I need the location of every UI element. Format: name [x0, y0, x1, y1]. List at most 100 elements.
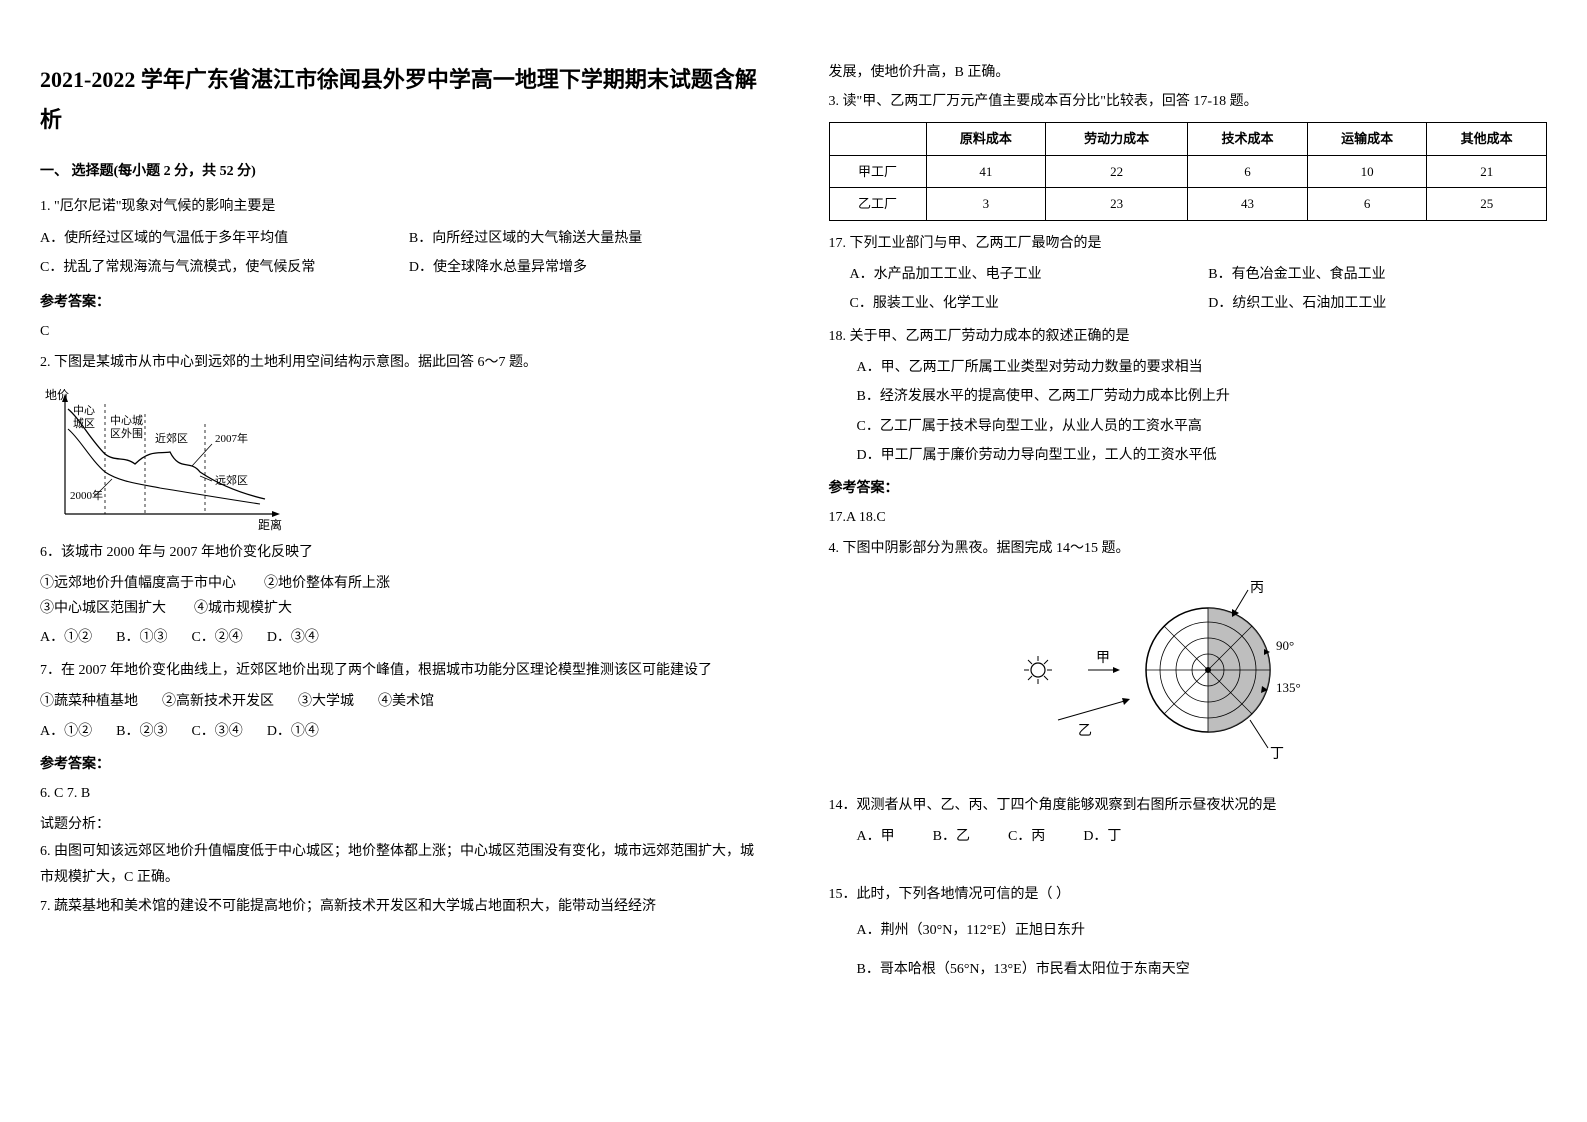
label-yi: 乙: [1078, 723, 1092, 739]
cell: 甲工厂: [829, 155, 926, 187]
q6-s3: ③中心城区范围扩大: [40, 601, 166, 616]
svg-text:中心城: 中心城: [110, 414, 143, 427]
q14-opt-d: D．丁: [1083, 824, 1121, 849]
q7-analysis: 7. 蔬菜基地和美术馆的建设不可能提高地价；高新技术开发区和大学城占地面积大，能…: [40, 894, 759, 919]
cell: 6: [1307, 188, 1427, 220]
cell: 43: [1188, 188, 1308, 220]
q14-opt-b: B．乙: [933, 824, 970, 849]
q7-opt-c: C．③④: [191, 719, 242, 744]
answer-label-3: 参考答案：: [829, 476, 1548, 501]
question-18: 18. 关于甲、乙两工厂劳动力成本的叙述正确的是 A．甲、乙两工厂所属工业类型对…: [829, 324, 1548, 468]
q7-s4: ④美术馆: [378, 689, 434, 714]
q17-opt-a: A．水产品加工工业、电子工业: [850, 262, 1185, 287]
q7-s1: ①蔬菜种植基地: [40, 689, 138, 714]
q1-opt-a: A．使所经过区域的气温低于多年平均值: [40, 226, 385, 251]
q6-s4: ④城市规模扩大: [194, 601, 292, 616]
answer-label: 参考答案：: [40, 290, 759, 315]
label-jia: 甲: [1096, 651, 1110, 666]
question-6: 6．该城市 2000 年与 2007 年地价变化反映了 ①远郊地价升值幅度高于市…: [40, 540, 759, 651]
q6-opt-c: C．②④: [191, 625, 242, 650]
q18-opt-a: A．甲、乙两工厂所属工业类型对劳动力数量的要求相当: [857, 355, 1548, 380]
globe-diagram: 甲 乙: [829, 580, 1548, 769]
q7-text: 7．在 2007 年地价变化曲线上，近郊区地价出现了两个峰值，根据城市功能分区理…: [40, 658, 759, 683]
table-header-row: 原料成本 劳动力成本 技术成本 运输成本 其他成本: [829, 123, 1547, 155]
q14-opt-a: A．甲: [857, 824, 895, 849]
q18-opt-c: C．乙工厂属于技术导向型工业，从业人员的工资水平高: [857, 414, 1548, 439]
col-tech: 技术成本: [1188, 123, 1308, 155]
cell: 41: [926, 155, 1046, 187]
q15-opt-a: A．荆州（30°N，112°E）正旭日东升: [857, 918, 1548, 943]
label-ding: 丁: [1270, 747, 1284, 760]
q17-opt-c: C．服装工业、化学工业: [850, 291, 1185, 316]
q3-intro: 3. 读"甲、乙两工厂万元产值主要成本百分比"比较表，回答 17-18 题。: [829, 89, 1548, 114]
cell: 6: [1188, 155, 1308, 187]
svg-text:距离: 距离: [258, 517, 282, 532]
land-price-chart: 地价 距离 中心 城区 中心城 区外围 近郊区 2007年 远郊区 2000年: [40, 384, 290, 534]
cell: 3: [926, 188, 1046, 220]
q7-analysis-cont: 发展，使地价升高，B 正确。: [829, 60, 1548, 85]
q1-opt-b: B．向所经过区域的大气输送大量热量: [409, 226, 754, 251]
cell: 23: [1046, 188, 1188, 220]
q18-opt-b: B．经济发展水平的提高使甲、乙两工厂劳动力成本比例上升: [857, 384, 1548, 409]
svg-text:区外围: 区外围: [110, 427, 143, 440]
q2-intro: 2. 下图是某城市从市中心到远郊的土地利用空间结构示意图。据此回答 6～7 题。: [40, 350, 759, 375]
q4-intro: 4. 下图中阴影部分为黑夜。据图完成 14～15 题。: [829, 536, 1548, 561]
col-labor: 劳动力成本: [1046, 123, 1188, 155]
q7-s3: ③大学城: [298, 689, 354, 714]
answer-label-2: 参考答案：: [40, 752, 759, 777]
q17-text: 17. 下列工业部门与甲、乙两工厂最吻合的是: [829, 231, 1548, 256]
right-column: 发展，使地价升高，B 正确。 3. 读"甲、乙两工厂万元产值主要成本百分比"比较…: [829, 60, 1548, 990]
col-raw: 原料成本: [926, 123, 1046, 155]
col-transport: 运输成本: [1307, 123, 1427, 155]
q1718-answer: 17.A 18.C: [829, 505, 1548, 530]
question-7: 7．在 2007 年地价变化曲线上，近郊区地价出现了两个峰值，根据城市功能分区理…: [40, 658, 759, 744]
cell: 25: [1427, 188, 1547, 220]
cell: 10: [1307, 155, 1427, 187]
question-14: 14．观测者从甲、乙、丙、丁四个角度能够观察到右图所示昼夜状况的是 A．甲 B．…: [829, 793, 1548, 849]
cost-table: 原料成本 劳动力成本 技术成本 运输成本 其他成本 甲工厂 41 22 6 10…: [829, 122, 1548, 220]
q17-opt-b: B．有色冶金工业、食品工业: [1208, 262, 1543, 287]
analysis-label: 试题分析：: [40, 812, 759, 837]
question-15: 15．此时，下列各地情况可信的是（ ） A．荆州（30°N，112°E）正旭日东…: [829, 882, 1548, 982]
q18-opt-d: D．甲工厂属于廉价劳动力导向型工业，工人的工资水平低: [857, 443, 1548, 468]
cell: 21: [1427, 155, 1547, 187]
q6-opt-a: A．①②: [40, 625, 92, 650]
question-17: 17. 下列工业部门与甲、乙两工厂最吻合的是 A．水产品加工工业、电子工业 B．…: [829, 231, 1548, 317]
svg-text:2007年: 2007年: [215, 431, 248, 445]
q7-opt-b: B．②③: [116, 719, 167, 744]
svg-text:2000年: 2000年: [70, 488, 103, 502]
question-1: 1. "厄尔尼诺"现象对气候的影响主要是 A．使所经过区域的气温低于多年平均值 …: [40, 194, 759, 280]
q1-opt-c: C．扰乱了常规海流与气流模式，使气候反常: [40, 255, 385, 280]
q7-opt-d: D．①④: [267, 719, 319, 744]
q15-text: 15．此时，下列各地情况可信的是（ ）: [829, 882, 1548, 907]
page-title: 2021-2022 学年广东省湛江市徐闻县外罗中学高一地理下学期期末试题含解析: [40, 60, 759, 139]
q6-analysis: 6. 由图可知该远郊区地价升值幅度低于中心城区；地价整体都上涨；中心城区范围没有…: [40, 839, 759, 889]
q18-text: 18. 关于甲、乙两工厂劳动力成本的叙述正确的是: [829, 324, 1548, 349]
svg-text:近郊区: 近郊区: [155, 432, 188, 445]
q7-opt-a: A．①②: [40, 719, 92, 744]
q67-answer: 6. C 7. B: [40, 781, 759, 806]
cell: 乙工厂: [829, 188, 926, 220]
section-heading: 一、 选择题(每小题 2 分，共 52 分): [40, 159, 759, 184]
q15-opt-b: B．哥本哈根（56°N，13°E）市民看太阳位于东南天空: [857, 957, 1548, 982]
svg-text:中心: 中心: [73, 404, 95, 417]
cell: 22: [1046, 155, 1188, 187]
label-bing: 丙: [1250, 581, 1264, 596]
col-blank: [829, 123, 926, 155]
col-other: 其他成本: [1427, 123, 1547, 155]
q1-opt-d: D．使全球降水总量异常增多: [409, 255, 754, 280]
q6-text: 6．该城市 2000 年与 2007 年地价变化反映了: [40, 540, 759, 565]
left-column: 2021-2022 学年广东省湛江市徐闻县外罗中学高一地理下学期期末试题含解析 …: [40, 60, 759, 990]
q6-s2: ②地价整体有所上涨: [264, 576, 390, 591]
q7-s2: ②高新技术开发区: [162, 689, 274, 714]
svg-text:远郊区: 远郊区: [215, 474, 248, 487]
label-135: 135°: [1276, 680, 1301, 695]
q6-s1: ①远郊地价升值幅度高于市中心: [40, 576, 236, 591]
svg-text:地价: 地价: [45, 388, 69, 402]
q6-opt-d: D．③④: [267, 625, 319, 650]
q17-opt-d: D．纺织工业、石油加工工业: [1208, 291, 1543, 316]
label-90: 90°: [1276, 638, 1294, 653]
q6-opt-b: B．①③: [116, 625, 167, 650]
q1-answer: C: [40, 319, 759, 344]
table-row: 乙工厂 3 23 43 6 25: [829, 188, 1547, 220]
